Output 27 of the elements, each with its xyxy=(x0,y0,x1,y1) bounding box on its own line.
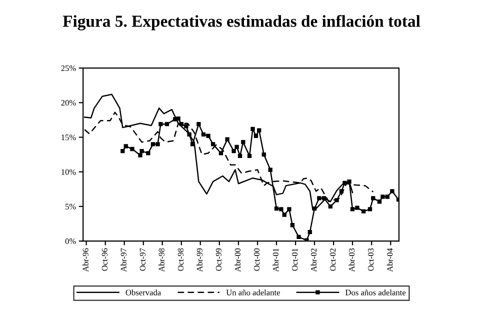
x-tick-label: Abr-02 xyxy=(310,248,317,272)
x-tick-label: Oct-03 xyxy=(368,248,374,271)
y-tick-label: 25% xyxy=(61,65,76,72)
x-tick-label: Abr-96 xyxy=(82,248,88,272)
x-tick-label: Oct-99 xyxy=(216,248,222,271)
legend-label: Dos años adelante xyxy=(345,289,406,296)
chart-title: Figura 5. Expectativas estimadas de inflación total xyxy=(62,14,420,30)
y-tick-label: 5% xyxy=(66,204,76,210)
legend-label: Un año adelante xyxy=(226,289,280,296)
x-tick-label: Oct-01 xyxy=(292,248,298,271)
x-tick-label: Abr-04 xyxy=(386,248,393,272)
x-tick-label: Abr-00 xyxy=(234,248,241,272)
x-tick-label: Oct-97 xyxy=(140,248,146,271)
y-tick-label: 20% xyxy=(61,100,76,106)
x-tick-label: Abr-97 xyxy=(120,248,126,272)
x-tick-label: Abr-01 xyxy=(272,248,279,272)
x-tick-label: Abr-03 xyxy=(348,248,355,272)
y-tick-label: 10% xyxy=(62,169,76,175)
y-tick-label: 15% xyxy=(62,134,76,140)
y-tick-label: 0% xyxy=(65,238,76,244)
x-tick-label: Oct-00 xyxy=(254,248,260,271)
x-tick-label: Abr-98 xyxy=(158,248,164,272)
legend-label: Observada xyxy=(126,289,161,296)
x-tick-label: Oct-96 xyxy=(102,248,108,271)
x-tick-label: Oct-02 xyxy=(330,248,336,271)
x-tick-label: Oct-98 xyxy=(178,248,184,271)
x-tick-label: Abr-99 xyxy=(196,248,202,272)
